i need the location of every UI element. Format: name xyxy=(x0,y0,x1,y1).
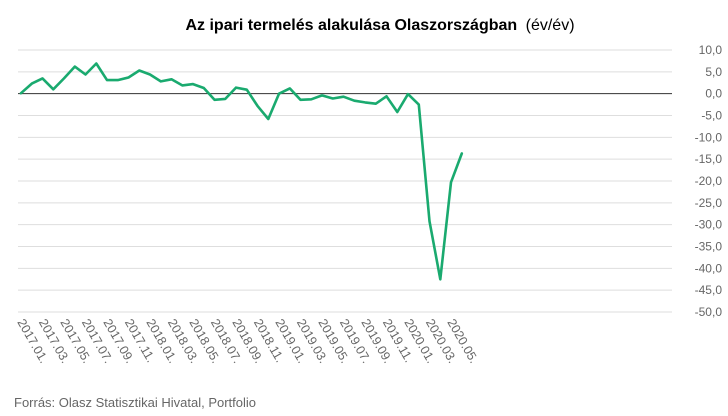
x-axis: 2017.01.2017.03.2017.05.2017.07.2017.09.… xyxy=(14,317,480,366)
series-line xyxy=(19,62,464,281)
chart-title: Az ipari termelés alakulása Olaszországb… xyxy=(185,17,574,34)
y-tick-label: -5,0 xyxy=(701,109,722,123)
y-tick-label: -40,0 xyxy=(695,261,723,275)
y-tick-label: -45,0 xyxy=(695,283,723,297)
y-tick-label: -10,0 xyxy=(695,130,723,144)
y-tick-label: -50,0 xyxy=(695,305,723,319)
y-tick-label: -25,0 xyxy=(695,196,723,210)
y-tick-label: 0,0 xyxy=(705,87,722,101)
y-axis: 10,0 5,0 0,0 -5,0 -10,0 -15,0 -20,0 -25,0 -30,0 -… xyxy=(695,43,723,319)
y-tick-label: -20,0 xyxy=(695,174,723,188)
y-tick-label: -30,0 xyxy=(695,218,723,232)
gridlines xyxy=(18,49,672,313)
y-tick-label: 10,0 xyxy=(699,43,723,57)
y-tick-label: -15,0 xyxy=(695,152,723,166)
series-layer xyxy=(19,62,464,281)
y-tick-label: -35,0 xyxy=(695,240,723,254)
chart-title-suffix: (év/év) xyxy=(526,17,575,34)
source-note: Forrás: Olasz Statisztikai Hivatal, Port… xyxy=(14,395,256,410)
chart-title-main: Az ipari termelés alakulása Olaszországb… xyxy=(185,17,517,34)
y-tick-label: 5,0 xyxy=(705,65,722,79)
